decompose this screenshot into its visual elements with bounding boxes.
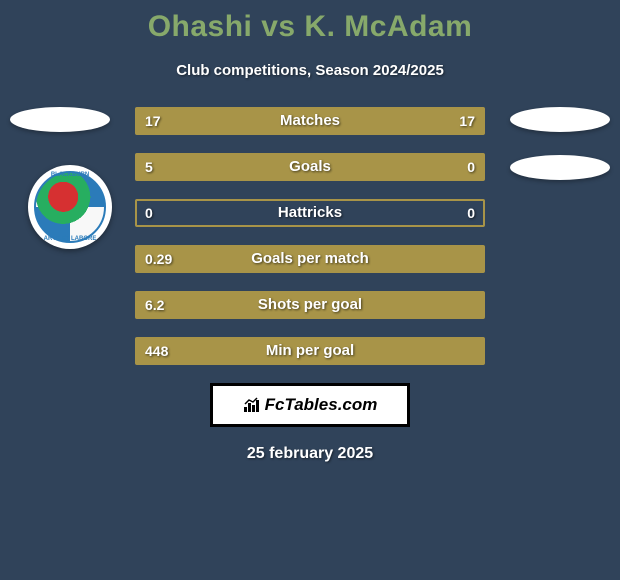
player2-badge-shape-2 — [510, 155, 610, 180]
player1-badge-shape — [10, 107, 110, 132]
stat-row-shots-per-goal: 6.2 Shots per goal — [135, 291, 485, 319]
brand-text: FcTables.com — [243, 395, 378, 415]
brand-box: FcTables.com — [210, 383, 410, 427]
player1-club-crest: BLACKBURN ARTE ET LABORE — [28, 165, 112, 249]
stat-label: Goals — [137, 155, 483, 179]
brand-label: FcTables.com — [265, 395, 378, 415]
stat-label: Hattricks — [137, 201, 483, 225]
brand-chart-icon — [243, 397, 261, 413]
stat-label: Matches — [137, 109, 483, 133]
stat-row-goals: 5 Goals 0 — [135, 153, 485, 181]
subtitle: Club competitions, Season 2024/2025 — [0, 62, 620, 79]
crest-text-bottom: ARTE ET LABORE — [36, 236, 104, 242]
comparison-title: Ohashi vs K. McAdam — [0, 0, 620, 44]
stat-label: Min per goal — [137, 339, 483, 363]
date: 25 february 2025 — [0, 445, 620, 463]
stats-container: 17 Matches 17 5 Goals 0 0 Hattricks 0 0.… — [135, 107, 485, 365]
stat-value-right: 0 — [467, 201, 475, 225]
stat-row-matches: 17 Matches 17 — [135, 107, 485, 135]
stat-row-hattricks: 0 Hattricks 0 — [135, 199, 485, 227]
stat-label: Shots per goal — [137, 293, 483, 317]
stat-value-right: 0 — [467, 155, 475, 179]
stat-row-goals-per-match: 0.29 Goals per match — [135, 245, 485, 273]
crest-text-top: BLACKBURN — [36, 172, 104, 178]
stat-row-min-per-goal: 448 Min per goal — [135, 337, 485, 365]
player2-badge-shape-1 — [510, 107, 610, 132]
content-area: BLACKBURN ARTE ET LABORE 17 Matches 17 5… — [0, 107, 620, 463]
stat-label: Goals per match — [137, 247, 483, 271]
crest-icon: BLACKBURN ARTE ET LABORE — [34, 171, 106, 243]
stat-value-right: 17 — [459, 109, 475, 133]
